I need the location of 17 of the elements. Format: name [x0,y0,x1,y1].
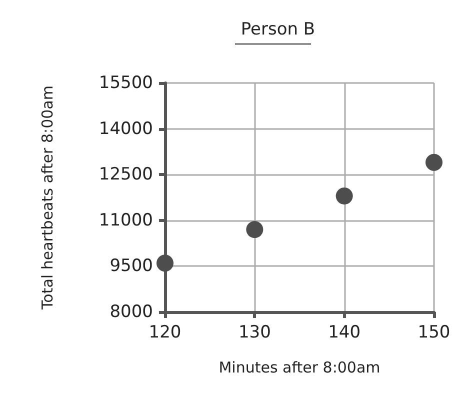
y-tick-label: 12500 [98,164,153,185]
point [336,187,353,204]
point [426,154,442,171]
x-tick-label: 130 [238,322,271,342]
y-tick-label: 8000 [110,302,153,322]
x-tick-label: 120 [148,322,182,342]
y-tick-label: 11000 [98,210,153,230]
x-tick-label: 150 [418,322,450,342]
y-axis-title: Total heartbeats after 8:00am [38,86,56,310]
y-tick-label: 9500 [110,256,153,276]
x-axis-title: Minutes after 8:00am [218,358,380,376]
point [156,254,174,272]
x-tick-label: 140 [328,322,361,342]
chart-title: Person B [240,20,316,40]
point [246,221,264,238]
y-tick-label: 14000 [98,118,153,139]
y-tick-label: 15500 [98,73,153,93]
